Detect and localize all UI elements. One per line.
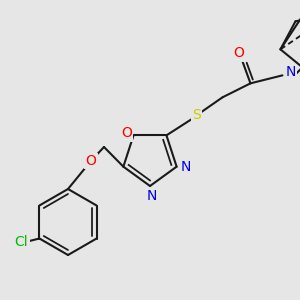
Text: N: N — [180, 160, 191, 174]
Text: O: O — [85, 154, 96, 168]
Text: O: O — [121, 126, 132, 140]
Text: O: O — [233, 46, 244, 60]
Text: H: H — [299, 75, 300, 88]
Text: Cl: Cl — [15, 235, 28, 248]
Text: N: N — [285, 65, 296, 79]
Text: S: S — [192, 108, 201, 122]
Text: N: N — [147, 189, 157, 203]
